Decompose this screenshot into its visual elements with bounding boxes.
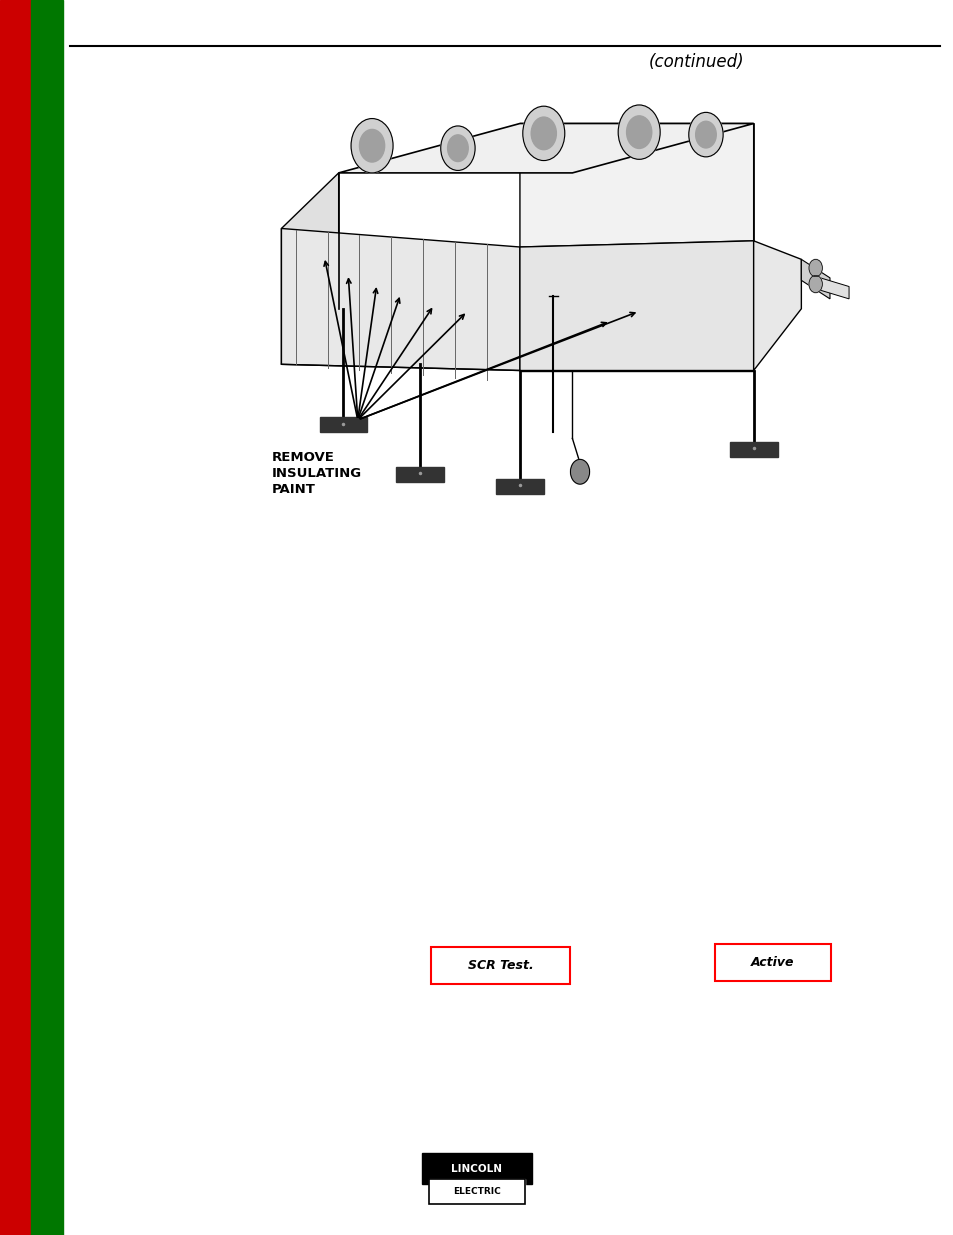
Polygon shape	[281, 228, 519, 370]
Circle shape	[531, 117, 556, 149]
Text: Return to Section TOC: Return to Section TOC	[11, 725, 20, 831]
Circle shape	[808, 259, 821, 277]
Text: Return to Master TOC: Return to Master TOC	[43, 424, 52, 527]
Polygon shape	[519, 241, 753, 370]
Bar	[496, 479, 543, 494]
Text: Return to Section TOC: Return to Section TOC	[11, 1025, 20, 1131]
Polygon shape	[281, 173, 338, 364]
Circle shape	[808, 275, 821, 293]
Text: Return to Section TOC: Return to Section TOC	[11, 422, 20, 529]
Bar	[319, 417, 367, 432]
FancyBboxPatch shape	[714, 944, 830, 981]
Text: ELECTRIC: ELECTRIC	[453, 1187, 500, 1197]
Circle shape	[618, 105, 659, 159]
Polygon shape	[820, 278, 848, 299]
Text: Return to Section TOC: Return to Section TOC	[11, 122, 20, 228]
Text: REMOVE
INSULATING
PAINT: REMOVE INSULATING PAINT	[272, 451, 361, 495]
Text: Active: Active	[750, 956, 794, 968]
Text: Return to Master TOC: Return to Master TOC	[43, 726, 52, 830]
Circle shape	[351, 119, 393, 173]
Text: Return to Master TOC: Return to Master TOC	[43, 124, 52, 227]
Bar	[429, 1179, 524, 1204]
Circle shape	[447, 135, 468, 162]
Bar	[421, 1153, 532, 1184]
Polygon shape	[338, 124, 753, 173]
Bar	[395, 467, 443, 482]
Text: SCR Test.: SCR Test.	[468, 960, 533, 972]
Text: LINCOLN: LINCOLN	[451, 1163, 502, 1174]
Bar	[0, 0, 31, 1235]
Circle shape	[570, 459, 589, 484]
Circle shape	[522, 106, 564, 161]
Text: Return to Master TOC: Return to Master TOC	[43, 1026, 52, 1130]
Bar	[429, 1179, 524, 1204]
FancyBboxPatch shape	[431, 947, 570, 984]
Text: (continued): (continued)	[648, 53, 743, 70]
Polygon shape	[753, 241, 801, 370]
Circle shape	[359, 130, 384, 162]
Polygon shape	[801, 259, 829, 299]
Polygon shape	[519, 124, 753, 247]
Circle shape	[626, 116, 651, 148]
Circle shape	[688, 112, 722, 157]
Circle shape	[695, 121, 716, 148]
Bar	[729, 442, 777, 457]
Circle shape	[440, 126, 475, 170]
Bar	[31, 0, 63, 1235]
